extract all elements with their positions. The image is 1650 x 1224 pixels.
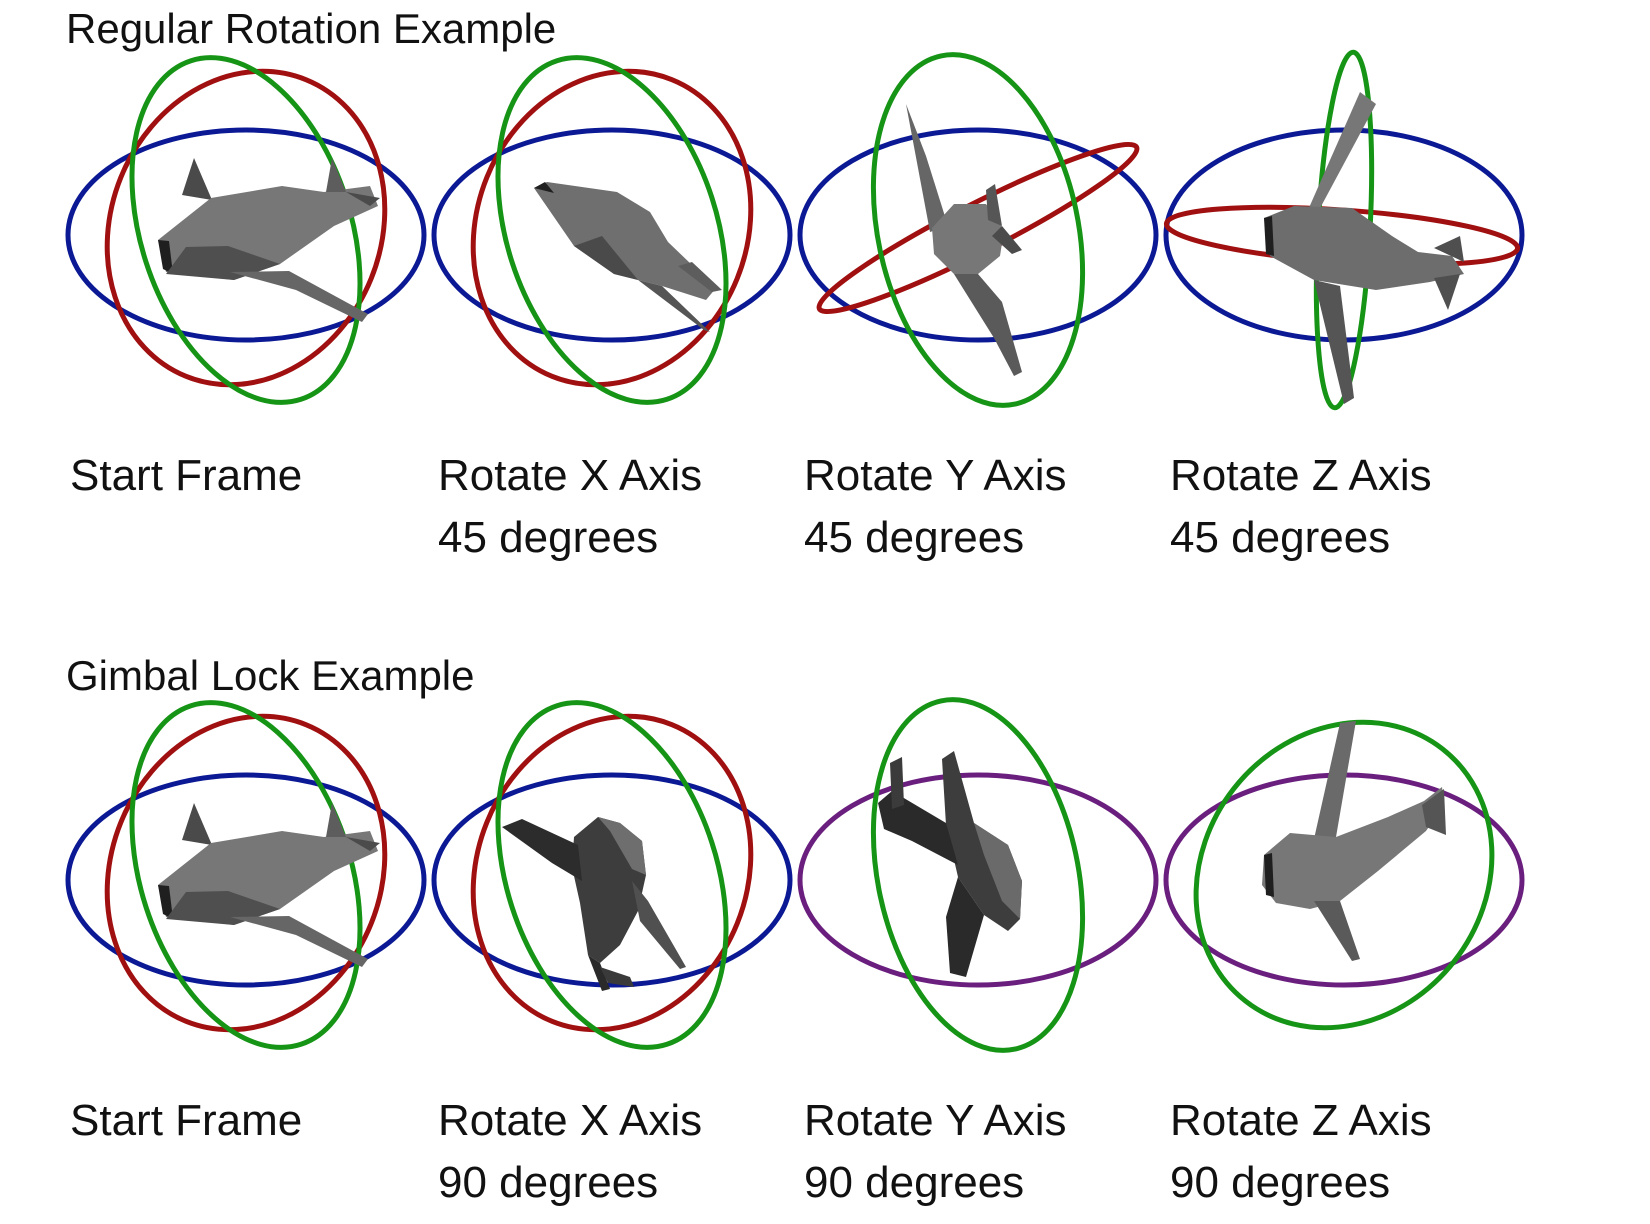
airplane-icon <box>1264 92 1464 404</box>
z-gimbal-ring <box>431 772 793 988</box>
airplane-icon <box>502 817 686 991</box>
z-gimbal-ring <box>65 772 427 988</box>
z-gimbal-ring <box>431 127 793 343</box>
regular-rotate-x-label: Rotate X Axis 45 degrees <box>438 445 702 569</box>
gimbal-start-frame <box>65 700 427 1050</box>
gimbal-rotate-y-frame <box>797 697 1159 1053</box>
y-gimbal-ring <box>1193 719 1495 1031</box>
gimbal-rotate-x-frame <box>431 700 793 1050</box>
gimbal-rotate-z-label: Rotate Z Axis 90 degrees <box>1170 1090 1432 1214</box>
regular-rotate-z-label: Rotate Z Axis 45 degrees <box>1170 445 1432 569</box>
regular-start-frame-label: Start Frame <box>70 445 302 507</box>
frame-label-line2: 45 degrees <box>438 513 659 562</box>
frame-label-line1: Start Frame <box>70 451 303 500</box>
airplane-icon <box>1262 721 1446 961</box>
x-gimbal-ring <box>470 713 754 1033</box>
gimbal-lock-title: Gimbal Lock Example <box>66 652 475 699</box>
z-gimbal-ring <box>65 127 427 343</box>
regular-rotate-y-frame <box>797 52 1159 408</box>
frame-label-line2: 45 degrees <box>804 513 1025 562</box>
x-gimbal-ring <box>470 68 754 388</box>
gimbal-start-frame-label: Start Frame <box>70 1090 302 1152</box>
frame-label-line1: Rotate Z Axis <box>1170 1096 1432 1145</box>
frame-label-line1: Rotate Y Axis <box>804 451 1067 500</box>
airplane-icon <box>158 803 380 967</box>
frame-label-line1: Rotate X Axis <box>438 1096 703 1145</box>
frame-label-line2: 90 degrees <box>438 1158 659 1207</box>
regular-rotate-x-frame <box>431 55 793 405</box>
frame-label-line1: Rotate Y Axis <box>804 1096 1067 1145</box>
airplane-icon <box>878 751 1022 977</box>
gimbal-rotate-x-label: Rotate X Axis 90 degrees <box>438 1090 702 1214</box>
frame-label-line2: 45 degrees <box>1170 513 1391 562</box>
y-gimbal-ring <box>870 697 1086 1053</box>
frame-label-line1: Rotate Z Axis <box>1170 451 1432 500</box>
y-gimbal-ring <box>870 52 1086 408</box>
regular-rotation-title: Regular Rotation Example <box>66 5 557 52</box>
x-gimbal-ring <box>104 713 388 1033</box>
frame-label-line2: 90 degrees <box>804 1158 1025 1207</box>
merged-gimbal-ring <box>797 772 1159 988</box>
frame-label-line1: Start Frame <box>70 1096 303 1145</box>
frame-label-line2: 90 degrees <box>1170 1158 1391 1207</box>
airplane-icon <box>158 158 380 322</box>
x-gimbal-ring <box>104 68 388 388</box>
airplane-icon <box>906 104 1022 376</box>
gimbal-rotate-y-label: Rotate Y Axis 90 degrees <box>804 1090 1067 1214</box>
y-gimbal-ring <box>495 700 729 1050</box>
regular-rotate-y-label: Rotate Y Axis 45 degrees <box>804 445 1067 569</box>
z-gimbal-ring <box>797 127 1159 343</box>
regular-start-frame <box>65 55 427 405</box>
frame-label-line1: Rotate X Axis <box>438 451 703 500</box>
gimbal-rotate-z-frame <box>1163 719 1525 1031</box>
y-gimbal-ring <box>495 55 729 405</box>
airplane-icon <box>534 182 722 332</box>
regular-rotate-z-frame <box>1163 49 1525 411</box>
